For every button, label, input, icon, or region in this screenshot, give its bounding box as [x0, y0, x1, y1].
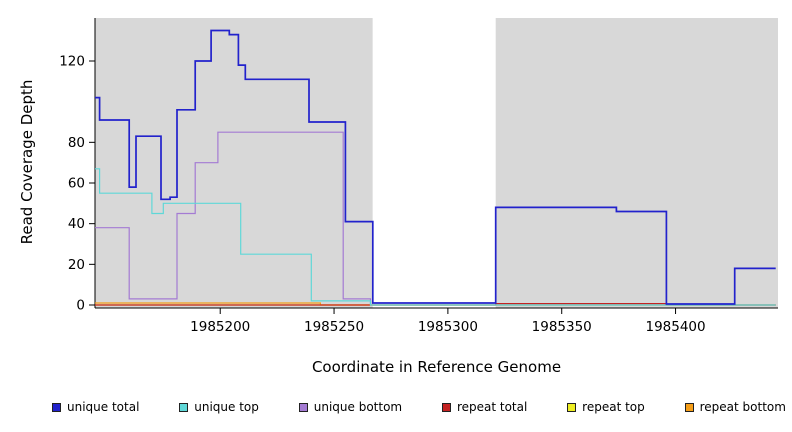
legend-item-unique-total: unique total	[52, 400, 139, 414]
legend-swatch-unique-bottom	[298, 402, 308, 412]
legend-item-unique-bottom: unique bottom	[298, 400, 403, 414]
legend-label-unique-total: unique total	[67, 400, 140, 414]
y-axis-title: Read Coverage Depth	[18, 79, 36, 245]
legend-item-repeat-top: repeat top	[567, 400, 645, 414]
legend-item-repeat-total: repeat total	[441, 400, 528, 414]
region-left-shaded	[95, 18, 373, 308]
y-tick-label: 0	[76, 298, 85, 314]
legend-swatch-repeat-total	[441, 402, 451, 412]
legend-swatch-unique-total	[52, 402, 61, 412]
legend-swatch-repeat-top	[567, 402, 577, 412]
x-tick-label: 1985250	[304, 319, 364, 335]
y-tick-label: 60	[68, 176, 85, 192]
x-tick-label: 1985350	[532, 319, 592, 335]
x-tick-label: 1985400	[645, 319, 705, 335]
y-tick-label: 40	[68, 216, 85, 232]
region-right-shaded	[495, 18, 778, 308]
y-tick-label: 120	[59, 54, 85, 70]
legend-item-unique-top: unique top	[179, 400, 259, 414]
x-tick-label: 1985200	[190, 319, 250, 335]
legend-swatch-unique-top	[179, 402, 189, 412]
legend-swatch-repeat-bottom	[684, 402, 694, 412]
series-line-unique-top	[95, 168, 776, 306]
legend-label-unique-bottom: unique bottom	[313, 400, 403, 414]
y-tick-label: 80	[68, 135, 85, 151]
series-line-unique-bottom	[95, 131, 776, 306]
legend-item-repeat-bottom: repeat bottom	[684, 400, 786, 414]
chart-legend: unique total unique top unique bottom repea…	[52, 400, 786, 414]
legend-label-unique-top: unique top	[194, 400, 259, 414]
y-tick-label: 20	[68, 257, 85, 273]
legend-label-repeat-total: repeat total	[456, 400, 528, 414]
legend-label-repeat-top: repeat top	[582, 400, 645, 414]
region-middle-gap	[372, 18, 496, 308]
x-tick-label: 1985300	[418, 319, 478, 335]
legend-label-repeat-bottom: repeat bottom	[699, 400, 786, 414]
x-axis-title: Coordinate in Reference Genome	[311, 358, 562, 376]
series-line-unique-total	[95, 29, 776, 305]
